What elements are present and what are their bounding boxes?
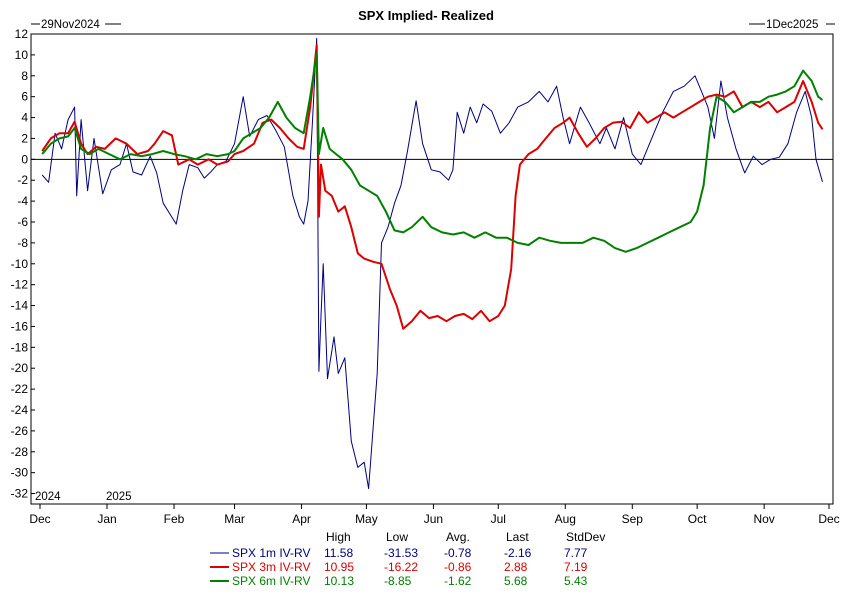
legend-stat-value: 7.19 bbox=[564, 560, 588, 574]
legend-stat-value: -1.62 bbox=[444, 574, 472, 588]
legend-stat-value: 10.13 bbox=[324, 574, 354, 588]
series-layer bbox=[41, 37, 824, 490]
legend-stat-value: 10.95 bbox=[324, 560, 354, 574]
y-tick-label: 12 bbox=[15, 27, 29, 41]
y-tick-label: -8 bbox=[17, 236, 28, 250]
y-tick-label: 6 bbox=[21, 90, 28, 104]
plot-area bbox=[30, 33, 834, 505]
legend-stat-value: -2.16 bbox=[504, 546, 532, 560]
date-range-end: 1Dec2025 bbox=[749, 19, 835, 31]
x-tick-label: Nov bbox=[753, 512, 774, 526]
legend-stat-value: -16.22 bbox=[384, 560, 418, 574]
year-label-2025: 2025 bbox=[106, 491, 132, 503]
legend-stat-value: -0.86 bbox=[444, 560, 472, 574]
x-tick-label: Sep bbox=[622, 512, 644, 526]
legend-stat-value: 2.88 bbox=[504, 560, 528, 574]
x-tick-label: Jun bbox=[424, 512, 443, 526]
y-tick-label: -20 bbox=[11, 361, 29, 375]
x-axis: Dec Jan Feb Mar Apr May Jun Jul Aug Sep Oct Nov Dec bbox=[29, 504, 840, 526]
y-tick-label: -16 bbox=[11, 319, 29, 333]
y-tick-label: -14 bbox=[11, 299, 29, 313]
y-axis: 12 10 8 6 4 2 0 -2 -4 -6 -8 -10 -12 -14 -16 -18 -20 -22 -2… bbox=[11, 27, 35, 501]
x-tick-label: Dec bbox=[29, 512, 50, 526]
legend: High Low Avg. Last StdDev SPX 1m IV-RV 11.58 -3… bbox=[210, 530, 605, 588]
legend-header: Last bbox=[506, 530, 529, 544]
legend-series-name: SPX 3m IV-RV bbox=[232, 560, 310, 574]
legend-stat-value: -31.53 bbox=[384, 546, 418, 560]
chart-title: SPX Implied- Realized bbox=[358, 8, 494, 23]
y-tick-label: -10 bbox=[11, 257, 29, 271]
date-end-label: 1Dec2025 bbox=[766, 19, 818, 31]
legend-series-name: SPX 1m IV-RV bbox=[232, 546, 310, 560]
legend-stat-value: 5.68 bbox=[504, 574, 528, 588]
y-tick-label: -32 bbox=[11, 487, 29, 501]
y-tick-label: -24 bbox=[11, 403, 29, 417]
y-tick-label: 0 bbox=[21, 152, 28, 166]
x-tick-label: Apr bbox=[292, 512, 311, 526]
year-label-2024: 2024 bbox=[35, 491, 61, 503]
series-line-3 bbox=[41, 52, 824, 253]
y-tick-label: -30 bbox=[11, 466, 29, 480]
y-tick-label: -28 bbox=[11, 445, 29, 459]
date-start-label: 29Nov2024 bbox=[41, 19, 100, 31]
legend-stat-value: -8.85 bbox=[384, 574, 412, 588]
legend-stat-value: 11.58 bbox=[324, 546, 353, 560]
y-tick-label: -18 bbox=[11, 340, 29, 354]
y-tick-label: -12 bbox=[11, 278, 29, 292]
legend-stat-value: 5.43 bbox=[564, 574, 588, 588]
y-tick-label: 8 bbox=[21, 69, 28, 83]
y-tick-label: -4 bbox=[17, 194, 28, 208]
x-tick-label: Jul bbox=[491, 512, 506, 526]
y-tick-label: -26 bbox=[11, 424, 29, 438]
legend-header: StdDev bbox=[566, 530, 605, 544]
x-tick-label: May bbox=[355, 512, 378, 526]
y-tick-label: -22 bbox=[11, 382, 29, 396]
legend-header: Avg. bbox=[446, 530, 470, 544]
x-tick-label: Dec bbox=[818, 512, 839, 526]
y-tick-label: -6 bbox=[17, 215, 28, 229]
series-line-2 bbox=[41, 44, 824, 330]
legend-stat-value: 7.77 bbox=[564, 546, 588, 560]
x-tick-label: Mar bbox=[224, 512, 245, 526]
legend-header: High bbox=[326, 530, 351, 544]
date-range-start: 29Nov2024 bbox=[31, 19, 121, 31]
y-tick-label: 2 bbox=[21, 131, 28, 145]
x-tick-label: Jan bbox=[97, 512, 116, 526]
y-tick-label: 10 bbox=[15, 48, 29, 62]
y-tick-label: -2 bbox=[17, 173, 28, 187]
legend-series-name: SPX 6m IV-RV bbox=[232, 574, 310, 588]
x-tick-label: Oct bbox=[688, 512, 707, 526]
legend-header: Low bbox=[386, 530, 408, 544]
x-tick-label: Aug bbox=[555, 512, 576, 526]
legend-stat-value: -0.78 bbox=[444, 546, 472, 560]
series-line-1 bbox=[41, 37, 823, 490]
y-tick-label: 4 bbox=[21, 111, 28, 125]
x-tick-label: Feb bbox=[164, 512, 185, 526]
